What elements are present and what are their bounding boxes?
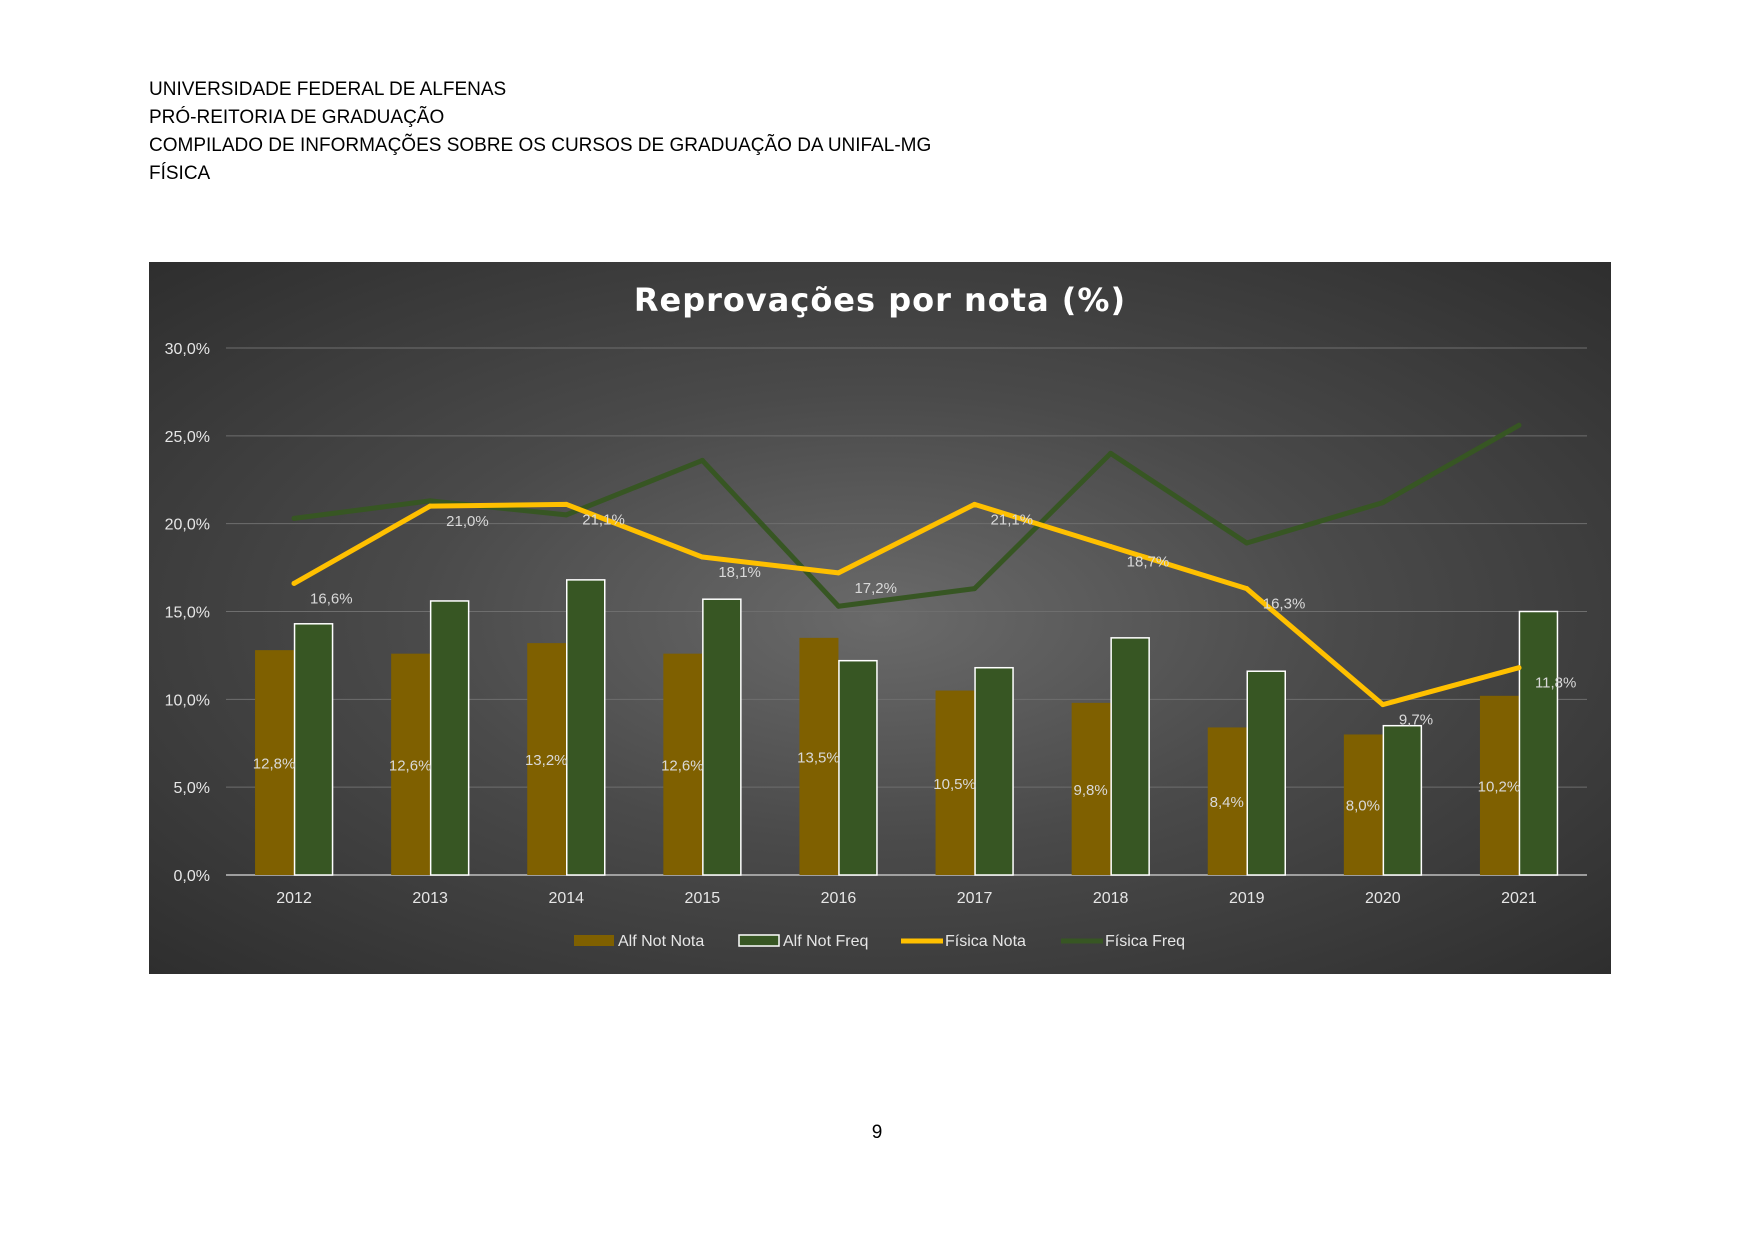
line-fisica-nota-point: [699, 554, 705, 560]
y-tick-label: 5,0%: [174, 780, 210, 797]
bar-alf-not-nota: [1071, 702, 1111, 875]
bar-alf-not-freq: [1110, 637, 1150, 876]
data-label-alf-not-nota: 12,6%: [389, 757, 432, 774]
line-fisica-nota-point: [1516, 665, 1522, 671]
bar-alf-not-freq: [838, 659, 878, 876]
line-fisica-freq-point: [1244, 540, 1250, 546]
data-label-alf-not-nota: 10,5%: [933, 776, 976, 793]
institution-name: UNIVERSIDADE FEDERAL DE ALFENAS: [149, 79, 507, 100]
bar-alf-not-freq: [429, 600, 470, 876]
line-fisica-nota-point: [972, 501, 978, 507]
x-tick-label: 2018: [1093, 890, 1129, 907]
x-tick-label: 2016: [821, 890, 857, 907]
x-tick-label: 2017: [957, 890, 993, 907]
x-tick-label: 2014: [548, 890, 584, 907]
x-tick-label: 2021: [1501, 890, 1537, 907]
bar-alf-not-freq: [293, 623, 334, 876]
line-fisica-nota-point: [1244, 586, 1250, 592]
course-name: FÍSICA: [149, 163, 211, 184]
data-label-fisica-nota: 18,7%: [1127, 554, 1170, 571]
data-label-fisica-nota: 17,2%: [854, 580, 897, 597]
data-label-fisica-nota: 16,6%: [310, 590, 353, 607]
bar-alf-not-nota: [1207, 727, 1247, 875]
data-label-fisica-nota: 11,8%: [1535, 675, 1576, 692]
data-label-alf-not-nota: 10,2%: [1478, 778, 1521, 795]
line-fisica-nota-point: [835, 570, 841, 576]
data-label-fisica-nota: 21,1%: [991, 511, 1034, 528]
bar-alf-not-nota: [1343, 734, 1383, 875]
data-label-alf-not-nota: 9,8%: [1074, 782, 1108, 799]
legend-swatch: [738, 934, 780, 947]
data-label-alf-not-nota: 13,2%: [525, 752, 568, 769]
bar-alf-not-nota: [663, 653, 703, 875]
x-tick-label: 2019: [1229, 890, 1265, 907]
bar-alf-not-nota: [255, 650, 295, 875]
document-header: UNIVERSIDADE FEDERAL DE ALFENAS PRÓ-REIT…: [149, 76, 931, 188]
legend-label: Física Nota: [945, 933, 1026, 950]
legend-label: Alf Not Freq: [783, 933, 868, 950]
line-fisica-nota: [291, 501, 1522, 708]
line-fisica-nota-point: [1108, 544, 1114, 550]
data-label-alf-not-nota: 12,8%: [253, 756, 296, 773]
data-label-fisica-nota: 21,1%: [582, 511, 625, 528]
bar-alf-not-nota: [935, 690, 975, 875]
line-fisica-freq-point: [1380, 500, 1386, 506]
bar-alf-not-freq: [974, 666, 1014, 876]
data-label-alf-not-nota: 13,5%: [797, 749, 840, 766]
bar-alf-not-freq: [1382, 724, 1423, 876]
bar-alf-not-nota: [527, 643, 567, 875]
data-label-alf-not-nota: 8,0%: [1346, 798, 1380, 815]
line-fisica-freq-point: [1516, 422, 1522, 428]
line-fisica-nota-point: [427, 503, 433, 509]
data-label-alf-not-nota: 12,6%: [661, 757, 704, 774]
data-label-fisica-nota: 9,7%: [1399, 712, 1433, 729]
legend-label: Alf Not Nota: [618, 933, 704, 950]
bar-alf-not-freq: [566, 579, 606, 876]
line-fisica-freq-point: [699, 457, 705, 463]
data-label-fisica-nota: 16,3%: [1263, 596, 1306, 613]
y-tick-label: 15,0%: [165, 605, 210, 622]
data-label-fisica-nota: 21,0%: [446, 513, 489, 530]
y-tick-label: 0,0%: [174, 868, 210, 885]
line-fisica-freq-point: [835, 603, 841, 609]
bar-alf-not-freq: [702, 598, 742, 876]
page-number: 9: [871, 1122, 883, 1143]
chart-area: Reprovações por nota (%) 0,0% 5,0% 10,0% 15…: [149, 262, 1611, 974]
line-fisica-nota-point: [1380, 702, 1386, 708]
chart-title: Reprovações por nota (%): [634, 281, 1126, 319]
y-tick-label: 10,0%: [165, 692, 210, 709]
data-label-alf-not-nota: 8,4%: [1210, 794, 1244, 811]
line-fisica-nota-point: [563, 501, 569, 507]
bar-alf-not-freq: [1518, 610, 1559, 876]
bar-alf-not-nota: [799, 637, 839, 875]
y-tick-label: 30,0%: [165, 341, 210, 358]
line-fisica-freq-point: [563, 512, 569, 518]
x-tick-label: 2020: [1365, 890, 1401, 907]
line-fisica-freq-point: [1108, 450, 1114, 456]
document-title: COMPILADO DE INFORMAÇÕES SOBRE OS CURSOS…: [149, 135, 932, 156]
line-fisica-freq-point: [972, 586, 978, 592]
bar-alf-not-nota: [1479, 695, 1519, 875]
legend-swatch: [574, 935, 614, 946]
y-tick-label: 25,0%: [165, 429, 210, 446]
line-fisica-freq-point: [291, 515, 297, 521]
x-tick-label: 2015: [685, 890, 721, 907]
x-tick-label: 2012: [276, 890, 312, 907]
bar-alf-not-nota: [391, 653, 431, 875]
line-fisica-freq: [291, 422, 1522, 609]
x-tick-label: 2013: [412, 890, 448, 907]
data-label-fisica-nota: 18,1%: [718, 564, 761, 581]
line-fisica-freq-point: [427, 498, 433, 504]
legend-label: Física Freq: [1105, 933, 1185, 950]
bar-alf-not-freq: [1246, 670, 1286, 876]
line-fisica-nota-point: [291, 580, 297, 586]
y-tick-label: 20,0%: [165, 517, 210, 534]
department-name: PRÓ-REITORIA DE GRADUAÇÃO: [149, 107, 445, 128]
chart-svg: Reprovações por nota (%) 0,0% 5,0% 10,0% 15…: [165, 281, 1587, 950]
